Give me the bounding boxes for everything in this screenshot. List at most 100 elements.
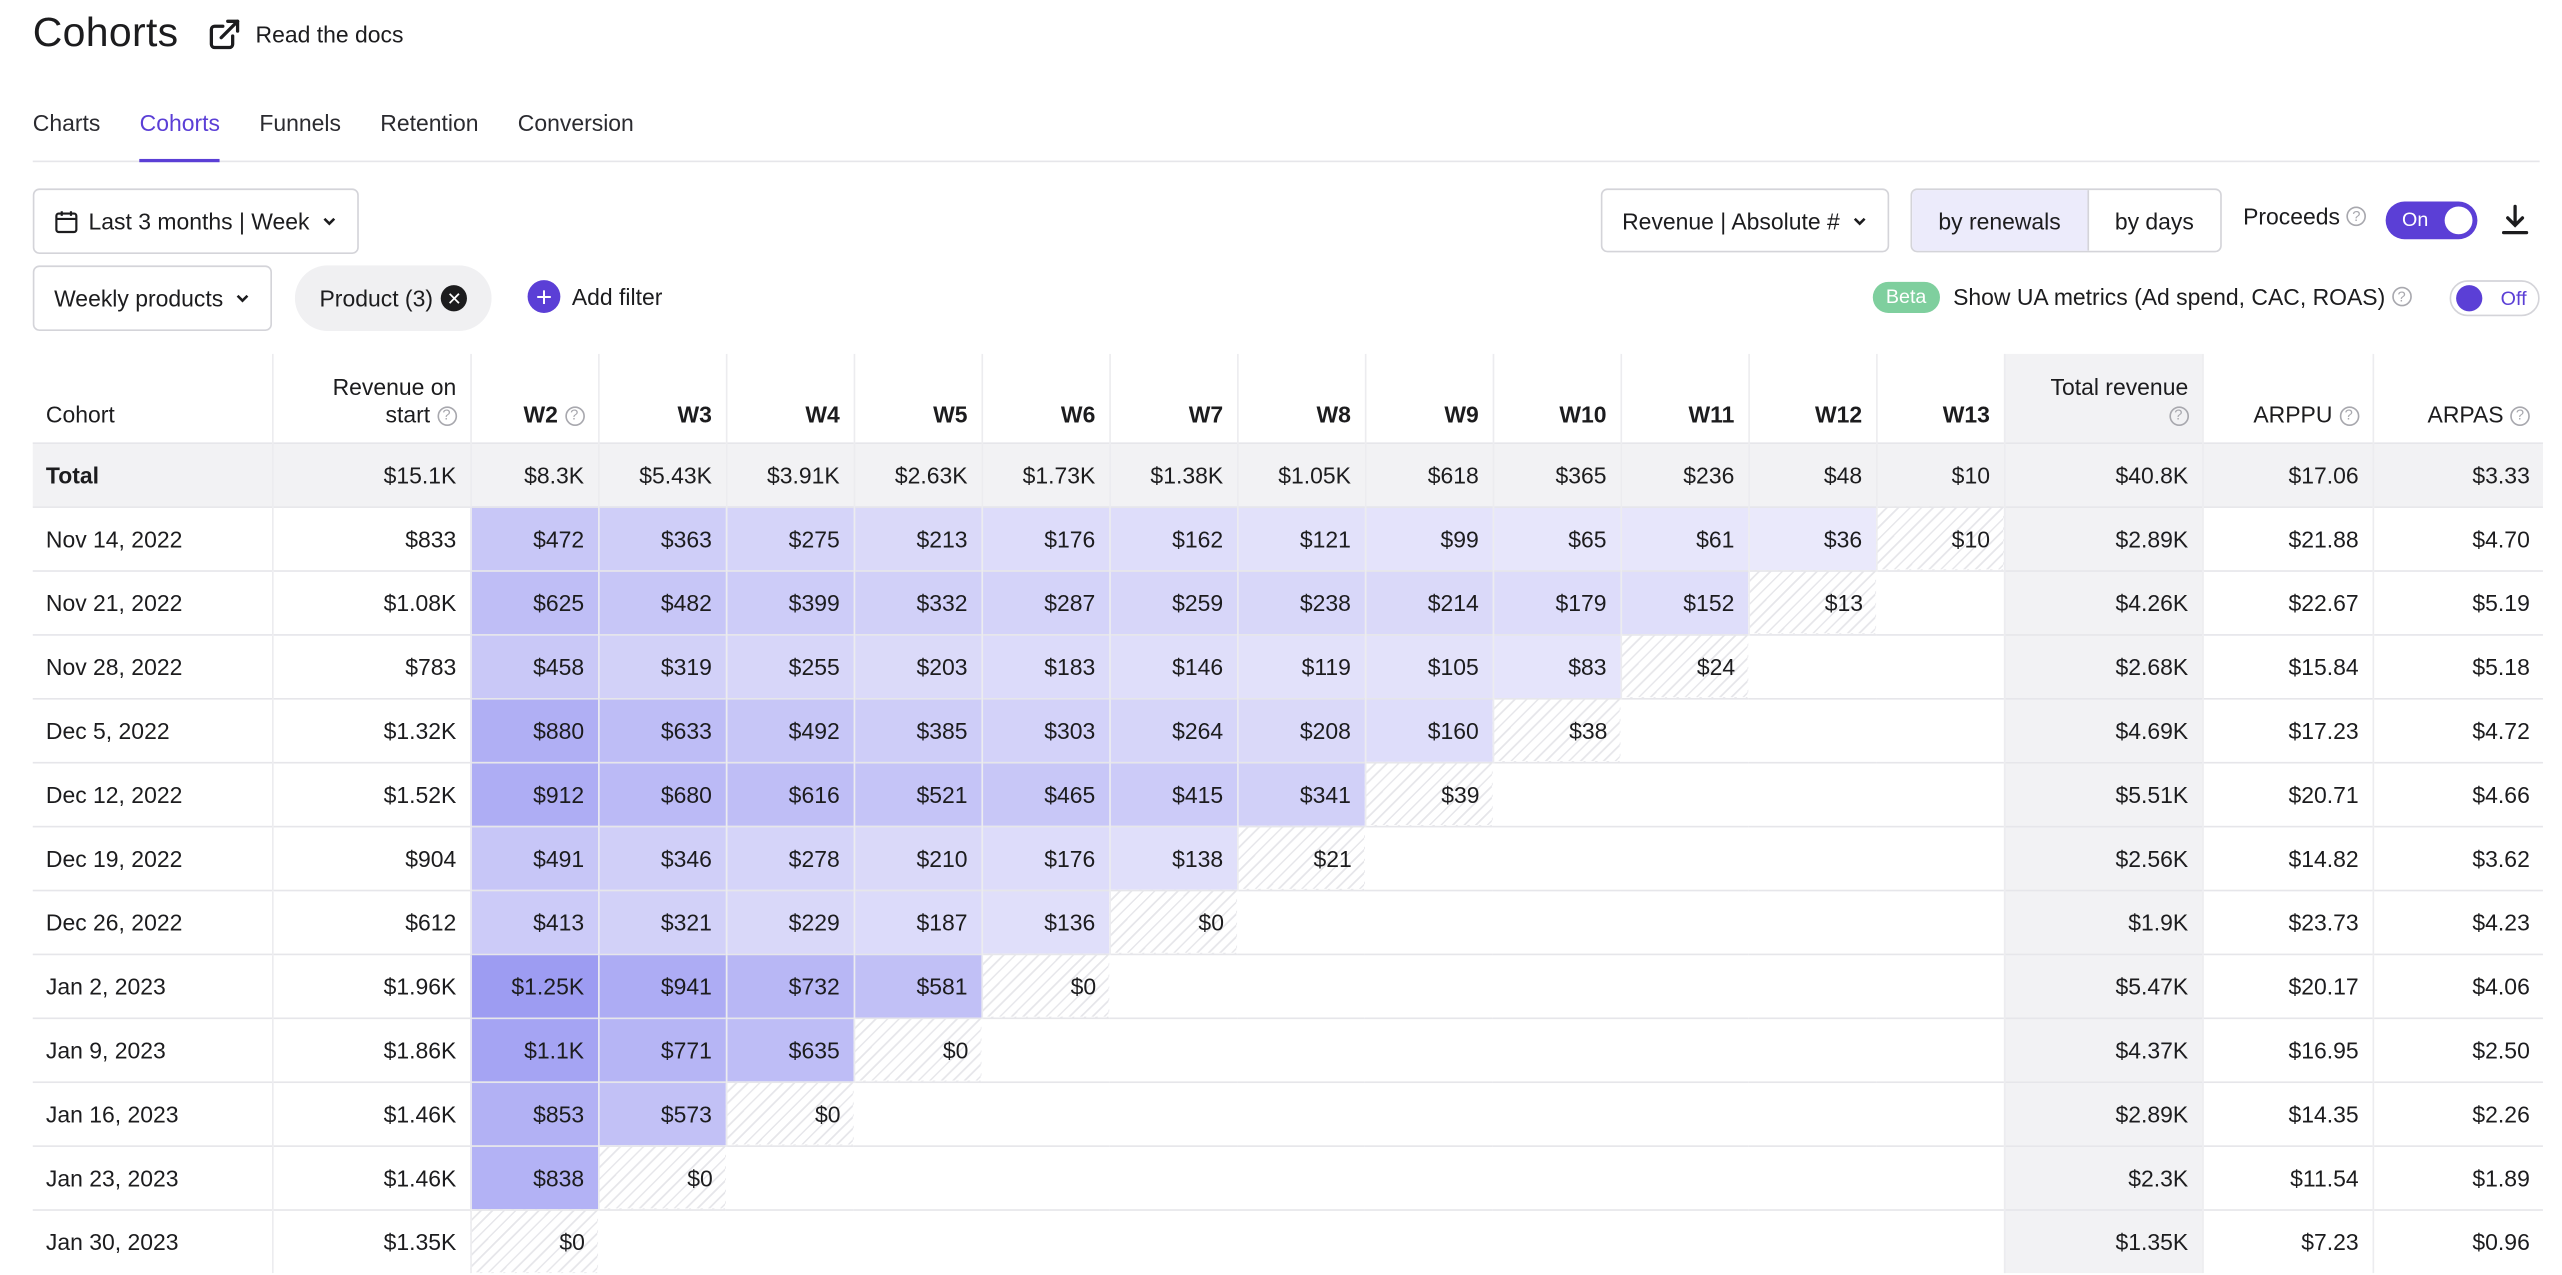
tab-charts[interactable]: Charts [32, 109, 101, 136]
week-cell: $99 [1364, 505, 1493, 571]
week-cell: $0 [725, 1080, 854, 1146]
week-cell: $521 [852, 761, 982, 826]
week-cell: $458 [469, 633, 599, 699]
week-cell [1748, 824, 1877, 890]
help-icon[interactable]: ? [2391, 286, 2412, 307]
week-cell [1748, 952, 1877, 1018]
external-link-icon [209, 18, 240, 49]
revenue-on-start-cell: $15.1K [271, 441, 471, 507]
ua-toggle-label: Off [2500, 286, 2527, 310]
week-cell: $39 [1364, 761, 1493, 826]
help-icon[interactable]: ? [436, 406, 457, 426]
arpas-cell: $1.89 [2371, 1144, 2543, 1210]
week-cell: $482 [597, 569, 726, 635]
total-revenue-cell: $5.47K [2003, 952, 2203, 1018]
revenue-on-start-cell: $904 [271, 824, 471, 890]
week-cell: $332 [852, 569, 982, 635]
week-cell [1748, 697, 1877, 762]
total-revenue-cell: $2.68K [2003, 633, 2203, 699]
week-cell [1620, 1080, 1749, 1146]
week-cell: $880 [469, 697, 599, 762]
tab-retention[interactable]: Retention [380, 109, 479, 136]
proceeds-label: Proceeds [2243, 203, 2341, 230]
proceeds-label-group: Proceeds ? [2243, 203, 2367, 230]
ua-metrics-toggle[interactable]: Off [2449, 280, 2540, 317]
arpas-cell: $0.96 [2371, 1208, 2543, 1274]
week-cell: $160 [1364, 697, 1493, 762]
ua-metrics-label: Show UA metrics (Ad spend, CAC, ROAS) [1953, 283, 2386, 310]
arpas-cell: $4.72 [2371, 697, 2543, 762]
revenue-on-start-cell: $833 [271, 505, 471, 571]
help-icon[interactable]: ? [2346, 206, 2367, 227]
revenue-on-start-cell: $1.96K [271, 952, 471, 1018]
week-cell: $912 [469, 761, 599, 826]
read-docs-link[interactable]: Read the docs [208, 17, 403, 50]
week-cell [1876, 633, 2004, 699]
tab-conversion[interactable]: Conversion [517, 109, 634, 136]
week-cell: $1.05K [1236, 441, 1365, 507]
help-icon[interactable]: ? [2510, 406, 2530, 426]
help-icon[interactable]: ? [2338, 406, 2359, 426]
week-cell: $0 [980, 952, 1110, 1018]
week-cell [1364, 888, 1493, 954]
week-cell [1492, 952, 1621, 1018]
help-icon[interactable]: ? [2168, 406, 2189, 426]
revenue-on-start-cell: $1.32K [271, 697, 471, 762]
cohort-label: Nov 28, 2022 [32, 633, 272, 699]
week-cell [1492, 824, 1621, 890]
week-cell: $581 [852, 952, 982, 1018]
week-cell: $179 [1491, 569, 1621, 635]
week-cell: $625 [469, 569, 599, 635]
date-range-value: Last 3 months | Week [88, 208, 310, 235]
proceeds-toggle-label: On [2402, 208, 2429, 232]
add-filter-button[interactable]: + Add filter [527, 280, 663, 313]
filter-chip-label: Product (3) [319, 285, 433, 312]
week-cell [1492, 1080, 1621, 1146]
table-row: Dec 5, 2022 $1.32K $880 $633 $492 $385 $303 $26… [32, 697, 2543, 762]
week-cell [1748, 1144, 1877, 1210]
week-cell: $1.73K [980, 441, 1110, 507]
close-icon[interactable]: ✕ [441, 285, 468, 312]
arpas-cell: $4.23 [2371, 888, 2543, 954]
week-cell: $48 [1747, 441, 1877, 507]
week-cell [1237, 1208, 1365, 1274]
arpas-cell: $4.66 [2371, 761, 2543, 826]
week-cell: $176 [980, 824, 1110, 890]
week-cell [1109, 1016, 1238, 1082]
add-filter-label: Add filter [571, 283, 663, 310]
week-cell: $203 [852, 633, 982, 699]
column-header-total-revenue: Total revenue? [2003, 353, 2203, 443]
products-value: Weekly products [54, 285, 224, 312]
total-revenue-cell: $4.69K [2003, 697, 2203, 762]
week-cell: $0 [1108, 888, 1238, 954]
week-cell [725, 1208, 854, 1274]
products-select[interactable]: Weekly products [32, 265, 273, 331]
download-button[interactable] [2499, 203, 2532, 244]
week-cell: $13 [1747, 569, 1877, 635]
week-cell: $187 [852, 888, 982, 954]
metric-value: Revenue | Absolute # [1622, 207, 1840, 234]
arpas-cell: $4.06 [2371, 952, 2543, 1018]
week-cell [725, 1144, 854, 1210]
help-icon[interactable]: ? [564, 406, 585, 426]
week-cell [981, 1144, 1110, 1210]
week-cell: $138 [1108, 824, 1238, 890]
tab-funnels[interactable]: Funnels [259, 109, 341, 136]
week-cell [1748, 888, 1877, 954]
week-cell: $176 [980, 505, 1110, 571]
week-cell [1109, 1208, 1238, 1274]
week-cell: $2.63K [852, 441, 982, 507]
table-row: Dec 19, 2022 $904 $491 $346 $278 $210 $176 $138… [32, 824, 2543, 890]
week-cell: $618 [1364, 441, 1493, 507]
week-cell [1237, 1080, 1365, 1146]
tab-cohorts[interactable]: Cohorts [139, 108, 221, 163]
proceeds-toggle[interactable]: On [2385, 201, 2478, 240]
week-cell: $162 [1108, 505, 1238, 571]
table-row: Jan 2, 2023 $1.96K $1.25K $941 $732 $581 $0 $5.… [32, 952, 2543, 1018]
metric-select[interactable]: Revenue | Absolute # [1600, 188, 1889, 253]
date-range-select[interactable]: Last 3 months | Week [32, 188, 359, 254]
by-renewals-button[interactable]: by renewals [1912, 190, 2089, 251]
by-days-button[interactable]: by days [2114, 207, 2194, 234]
product-filter-chip[interactable]: Product (3) ✕ [294, 265, 492, 331]
week-cell [1876, 1080, 2004, 1146]
